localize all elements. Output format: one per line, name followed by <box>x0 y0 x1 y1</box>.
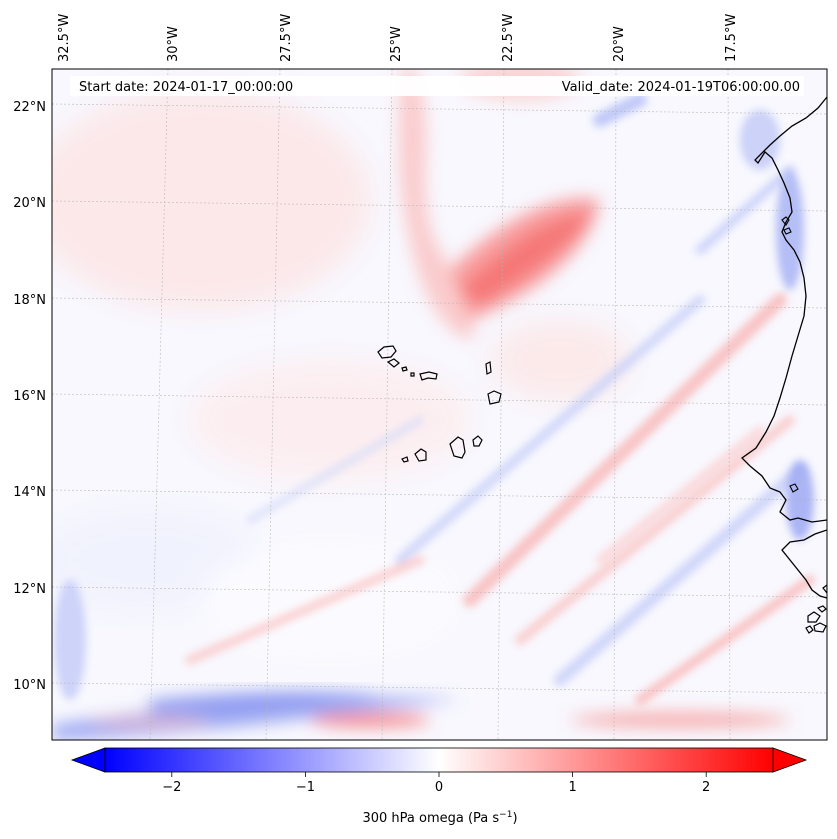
lat-label: 10°N <box>13 678 46 693</box>
lon-label: 25°W <box>389 26 404 62</box>
colorbar-extend-max <box>772 747 808 773</box>
lon-label: 20°W <box>612 26 627 62</box>
lat-label: 16°N <box>13 389 46 404</box>
start-date-label: Start date: 2024-01-17_00:00:00 <box>79 80 293 95</box>
lon-label: 17.5°W <box>724 14 739 62</box>
coastline-south <box>781 529 827 599</box>
colorbar: −2 −1 0 1 2 300 hPa omega (Pa s−1) <box>70 747 808 826</box>
valid-date-label: Valid_date: 2024-01-19T06:00:00.00 <box>562 80 800 95</box>
coastal-islets <box>781 216 799 493</box>
map-frame <box>51 68 828 741</box>
colorbar-gradient <box>104 747 774 773</box>
africa-coastline <box>740 96 827 523</box>
graticule <box>52 69 827 740</box>
lat-label: 18°N <box>13 293 46 308</box>
colorbar-label-close: ) <box>512 811 517 826</box>
lon-label: 22.5°W <box>501 14 516 62</box>
colorbar-tick-label: 2 <box>702 780 710 795</box>
lat-label: 20°N <box>13 196 46 211</box>
map-panel: Start date: 2024-01-17_00:00:00 Valid_da… <box>51 68 828 741</box>
colorbar-tick-label: 0 <box>435 780 443 795</box>
colorbar-tick-label: −1 <box>296 780 315 795</box>
latitude-labels: 22°N 20°N 18°N 16°N 14°N 12°N 10°N <box>13 100 46 693</box>
bissagos-islands <box>805 584 827 634</box>
colorbar-ticks: −2 −1 0 1 2 <box>162 772 710 795</box>
omega-field <box>52 69 827 740</box>
colorbar-tick-label: 1 <box>568 780 576 795</box>
cape-verde-islands <box>377 345 502 463</box>
colorbar-tick-label: −2 <box>162 780 181 795</box>
colorbar-label-main: 300 hPa omega (Pa s <box>362 811 499 826</box>
lon-label: 30°W <box>166 26 181 62</box>
lon-label: 32.5°W <box>57 14 72 62</box>
lat-label: 22°N <box>13 100 46 115</box>
lat-label: 12°N <box>13 582 46 597</box>
colorbar-extend-min <box>70 747 106 773</box>
lat-label: 14°N <box>13 485 46 500</box>
longitude-labels: 32.5°W 30°W 27.5°W 25°W 22.5°W 20°W 17.5… <box>57 14 739 62</box>
colorbar-label: 300 hPa omega (Pa s−1) <box>362 810 517 826</box>
colorbar-label-sup: −1 <box>499 810 512 820</box>
lon-label: 27.5°W <box>279 14 294 62</box>
